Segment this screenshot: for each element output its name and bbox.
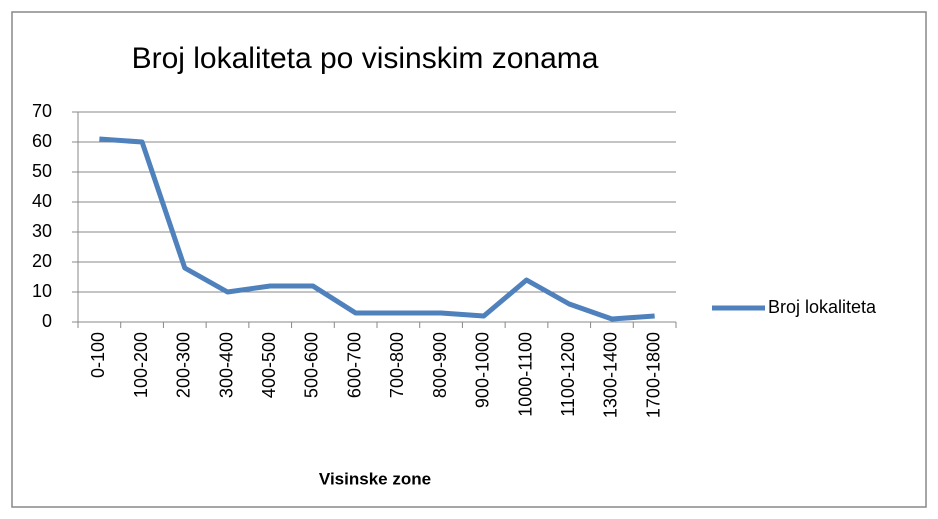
x-tick-label: 400-500 (259, 332, 279, 398)
y-tick-label: 70 (32, 101, 52, 121)
y-tick-label: 10 (32, 281, 52, 301)
x-tick-label: 700-800 (387, 332, 407, 398)
y-tick-label: 50 (32, 161, 52, 181)
x-tick-label: 300-400 (216, 332, 236, 398)
legend-label: Broj lokaliteta (768, 297, 877, 317)
x-tick-label: 800-900 (430, 332, 450, 398)
chart-border (11, 11, 927, 508)
y-tick-label: 0 (42, 311, 52, 331)
x-tick-label: 1100-1200 (558, 332, 578, 417)
x-tick-label: 600-700 (344, 332, 364, 398)
x-axis-title: Visinske zone (319, 469, 431, 488)
x-tick-label: 1700-1800 (643, 332, 663, 418)
data-line (99, 136, 655, 322)
x-tick-label: 200-300 (174, 332, 194, 398)
y-tick-label: 60 (32, 131, 52, 151)
x-tick-label: 500-600 (302, 332, 322, 398)
y-tick-label: 30 (32, 221, 52, 241)
y-tick-label: 40 (32, 191, 52, 211)
x-tick-label: 100-200 (131, 332, 151, 398)
x-tick-label: 0-100 (88, 332, 108, 378)
chart-title: Broj lokaliteta po visinskim zonama (132, 42, 599, 75)
y-tick-label: 20 (32, 251, 52, 271)
x-tick-label: 1300-1400 (601, 332, 621, 418)
x-tick-label: 900-1000 (473, 332, 493, 408)
x-tick-label: 1000-1100 (515, 332, 535, 417)
